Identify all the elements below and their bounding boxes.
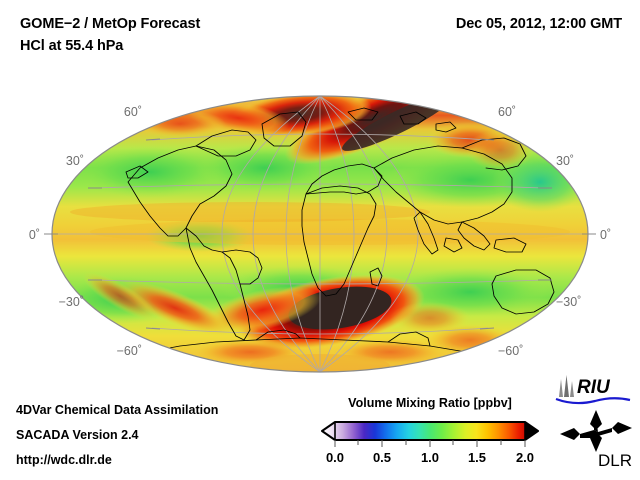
colorbar-ticks <box>334 440 526 447</box>
page-subtitle: HCl at 55.4 hPa <box>20 38 124 54</box>
riu-towers-icon <box>559 375 574 397</box>
lat-label-right-60: 60˚ <box>498 105 516 119</box>
lat-label-left-m30: −30˚ <box>59 295 84 309</box>
riu-swoosh-icon <box>555 397 631 405</box>
colorbar-svg: 0.0 0.5 1.0 1.5 2.0 <box>321 421 539 465</box>
map-panel: 60˚ 30˚ 0˚ −30˚ −60˚ 60˚ 30˚ 0˚ −30˚ −60… <box>29 95 611 373</box>
mollweide-map: 60˚ 30˚ 0˚ −30˚ −60˚ 60˚ 30˚ 0˚ −30˚ −60… <box>29 95 611 373</box>
graticule <box>52 96 588 372</box>
lat-label-right-m60: −60˚ <box>498 344 523 358</box>
colorbar-tick-2: 1.0 <box>421 450 439 465</box>
lat-labels-right: 60˚ 30˚ 0˚ −30˚ −60˚ <box>498 105 611 358</box>
footer-line-version: SACADA Version 2.4 <box>16 428 139 442</box>
footer-line-method: 4DVar Chemical Data Assimilation <box>16 403 219 417</box>
lat-label-left-0: 0˚ <box>29 228 40 242</box>
lat-label-left-m60: −60˚ <box>117 344 142 358</box>
lat-label-left-30: 30˚ <box>66 154 84 168</box>
colorbar-tick-1: 0.5 <box>373 450 391 465</box>
dlr-pinwheel-icon <box>560 410 632 452</box>
lat-label-right-m30: −30˚ <box>556 295 581 309</box>
dlr-logo: DLR <box>560 410 632 470</box>
footer-line-url[interactable]: http://wdc.dlr.de <box>16 453 112 467</box>
colorbar-tick-0: 0.0 <box>326 450 344 465</box>
lat-labels-left: 60˚ 30˚ 0˚ −30˚ −60˚ <box>29 105 142 358</box>
colorbar-gradient <box>321 421 539 441</box>
lat-label-right-0: 0˚ <box>600 228 611 242</box>
colorbar-tick-labels: 0.0 0.5 1.0 1.5 2.0 <box>326 450 534 465</box>
riu-logo-text: RIU <box>577 377 611 398</box>
colorbar-tick-3: 1.5 <box>468 450 486 465</box>
coastlines <box>125 107 571 359</box>
page-title: GOME−2 / MetOp Forecast <box>20 16 201 32</box>
colorbar: Volume Mixing Ratio [ppbv] <box>305 396 555 468</box>
colorbar-title: Volume Mixing Ratio [ppbv] <box>348 396 512 410</box>
data-field <box>52 96 588 372</box>
dlr-logo-text: DLR <box>598 451 632 470</box>
lat-ticks <box>44 138 596 330</box>
riu-logo: RIU <box>555 375 631 405</box>
colorbar-tick-4: 2.0 <box>516 450 534 465</box>
timestamp-label: Dec 05, 2012, 12:00 GMT <box>455 16 622 32</box>
lat-label-right-30: 30˚ <box>556 154 574 168</box>
lat-label-left-60: 60˚ <box>124 105 142 119</box>
